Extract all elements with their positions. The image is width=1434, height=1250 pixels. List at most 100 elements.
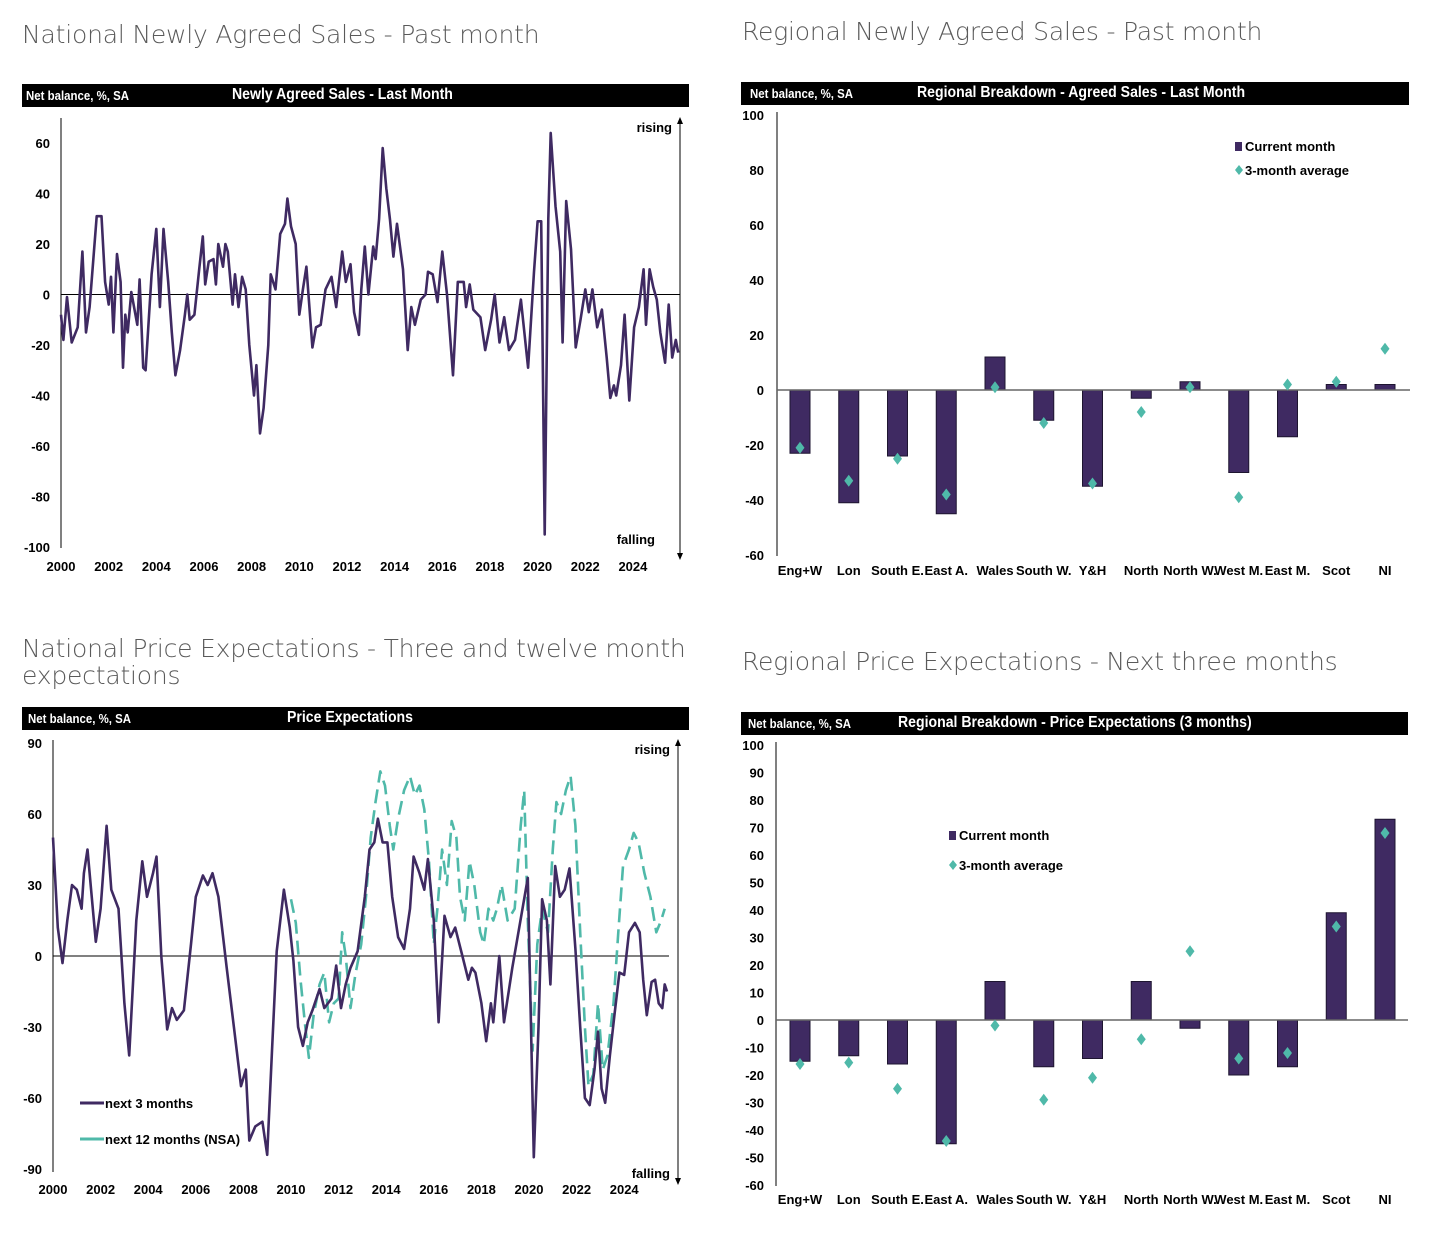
x-tick-label: 2008 xyxy=(237,559,266,574)
chart-title: Newly Agreed Sales - Last Month xyxy=(232,86,453,103)
bar-0 xyxy=(789,1019,811,1062)
y-tick-label: -60 xyxy=(745,1178,764,1193)
legend-label: 3-month average xyxy=(1245,163,1349,178)
bar-6 xyxy=(1082,1019,1103,1059)
y-tick-label: 80 xyxy=(750,793,764,808)
x-tick-label: North W. xyxy=(1163,1192,1216,1207)
x-tick-label: 2002 xyxy=(94,559,123,574)
y-tick-label: 0 xyxy=(35,949,42,964)
chart-title: Regional Breakdown - Price Expectations … xyxy=(898,714,1252,731)
y-tick-label: -30 xyxy=(23,1020,42,1035)
y-tick-label: -40 xyxy=(31,389,50,404)
arrow-up-icon xyxy=(677,117,683,124)
y-tick-label: 0 xyxy=(757,383,764,398)
diamond-marker-2 xyxy=(893,1082,902,1095)
x-tick-label: 2004 xyxy=(134,1182,164,1197)
diamond-marker-3 xyxy=(941,1135,951,1147)
x-tick-label: 2000 xyxy=(39,1182,68,1197)
x-tick-label: 2008 xyxy=(229,1182,258,1197)
x-tick-label: Lon xyxy=(837,1192,861,1207)
y-tick-label: 40 xyxy=(36,187,50,202)
x-tick-label: 2004 xyxy=(142,559,172,574)
arrow-up-icon xyxy=(675,739,681,746)
x-tick-label: 2012 xyxy=(324,1182,353,1197)
legend-label: next 12 months (NSA) xyxy=(105,1132,240,1147)
diamond-marker-8 xyxy=(1185,945,1195,958)
diamond-marker-7 xyxy=(1136,1033,1146,1046)
x-tick-label: 2014 xyxy=(380,559,410,574)
annotation-falling: falling xyxy=(617,532,655,547)
y-tick-label: 60 xyxy=(28,807,42,822)
legend-label: next 3 months xyxy=(105,1096,193,1111)
x-tick-label: Y&H xyxy=(1079,563,1106,578)
legend-label: 3-month average xyxy=(959,858,1063,873)
diamond-marker-1 xyxy=(844,1056,854,1069)
y-tick-label: 90 xyxy=(750,766,764,781)
annotation-rising: rising xyxy=(635,742,670,757)
x-tick-label: South E. xyxy=(871,563,924,578)
bar-2 xyxy=(887,1019,908,1065)
y-tick-label: 0 xyxy=(43,288,50,303)
x-tick-label: East A. xyxy=(924,563,968,578)
x-tick-label: 2024 xyxy=(618,559,648,574)
x-tick-label: 2012 xyxy=(332,559,361,574)
chart-header-regional-sales: Net balance, %, SA Regional Breakdown - … xyxy=(741,82,1409,105)
unit-label: Net balance, %, SA xyxy=(28,711,132,726)
bar-2 xyxy=(887,389,908,457)
bar-10 xyxy=(1277,389,1298,438)
chart-header-regional-price: Net balance, %, SA Regional Breakdown - … xyxy=(741,712,1408,735)
arrow-down-icon xyxy=(677,553,683,560)
bar-6 xyxy=(1082,389,1103,487)
x-tick-label: NI xyxy=(1379,563,1392,578)
legend-swatch-diamond xyxy=(1235,165,1243,175)
x-tick-label: South W. xyxy=(1016,1192,1072,1207)
y-tick-label: -100 xyxy=(24,540,50,555)
bar-4 xyxy=(984,981,1006,1021)
diamond-marker-4 xyxy=(990,1019,1000,1032)
diamond-marker-11 xyxy=(1331,920,1341,933)
y-tick-label: 0 xyxy=(757,1013,764,1028)
unit-label: Net balance, %, SA xyxy=(750,86,854,101)
x-tick-label: 2020 xyxy=(515,1182,544,1197)
x-tick-label: 2000 xyxy=(47,559,76,574)
bar-12 xyxy=(1374,818,1396,1021)
panel-heading-national-price: National Price Expectations - Three and … xyxy=(22,634,686,690)
y-tick-label: 40 xyxy=(750,273,764,288)
panel-heading-national-sales: National Newly Agreed Sales - Past month xyxy=(22,20,540,49)
y-tick-label: 60 xyxy=(750,218,764,233)
x-tick-label: West M. xyxy=(1214,563,1263,578)
x-tick-label: Wales xyxy=(976,563,1013,578)
x-tick-label: 2024 xyxy=(610,1182,640,1197)
x-tick-label: 2022 xyxy=(571,559,600,574)
y-tick-label: -40 xyxy=(745,493,764,508)
y-tick-label: -20 xyxy=(745,438,764,453)
x-tick-label: South W. xyxy=(1016,563,1072,578)
x-tick-label: East M. xyxy=(1265,1192,1311,1207)
legend-label: Current month xyxy=(959,828,1049,843)
bar-7 xyxy=(1130,981,1152,1021)
diamond-marker-8 xyxy=(1185,381,1195,394)
x-tick-label: 2006 xyxy=(181,1182,210,1197)
diamond-marker-10 xyxy=(1283,1047,1292,1059)
y-tick-label: 100 xyxy=(742,108,764,123)
x-tick-label: Lon xyxy=(837,563,861,578)
y-tick-label: 40 xyxy=(750,903,764,918)
diamond-marker-4 xyxy=(990,381,1000,394)
diamond-marker-7 xyxy=(1136,406,1146,418)
x-tick-label: Wales xyxy=(976,1192,1013,1207)
y-tick-label: -30 xyxy=(745,1096,764,1111)
y-tick-label: -20 xyxy=(31,338,50,353)
diamond-marker-10 xyxy=(1283,378,1292,391)
x-tick-label: Y&H xyxy=(1079,1192,1106,1207)
diamond-marker-9 xyxy=(1234,491,1244,504)
series-line-1 xyxy=(289,770,666,1088)
x-tick-label: Eng+W xyxy=(778,1192,823,1207)
diamond-marker-2 xyxy=(893,452,902,465)
y-tick-label: 80 xyxy=(750,163,764,178)
y-tick-label: -20 xyxy=(745,1068,764,1083)
diamond-marker-11 xyxy=(1331,375,1341,388)
y-tick-label: 70 xyxy=(750,821,764,836)
x-tick-label: 2014 xyxy=(372,1182,402,1197)
